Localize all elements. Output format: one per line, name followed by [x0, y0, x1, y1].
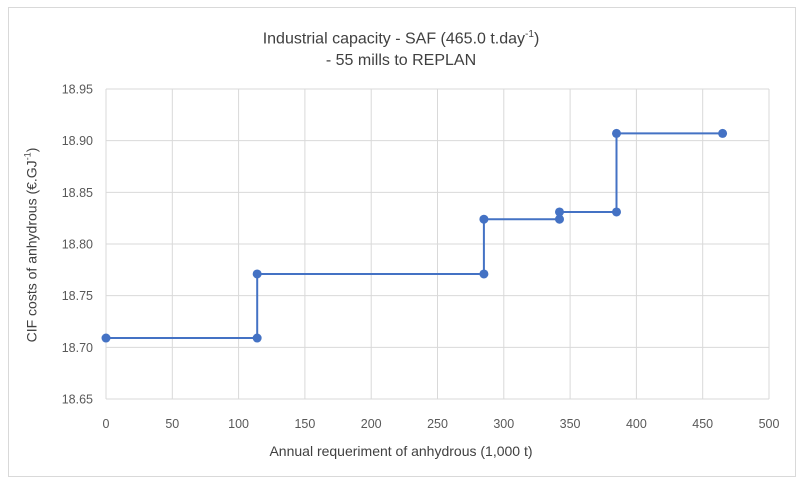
horizontal-gridlines [106, 88, 769, 400]
chart-title: Industrial capacity - SAF (465.0 t.day-1… [0, 24, 802, 72]
x-tick-label: 500 [759, 417, 780, 431]
y-tick-label: 18.70 [62, 341, 93, 355]
x-tick-label: 200 [361, 417, 382, 431]
x-axis-label: Annual requeriment of anhydrous (1,000 t… [269, 443, 533, 459]
series-line [106, 132, 723, 339]
x-tick-label: 350 [560, 417, 581, 431]
x-tick-label: 400 [626, 417, 647, 431]
data-point [612, 207, 622, 217]
data-point [718, 128, 728, 138]
y-tick-label: 18.85 [62, 186, 93, 200]
y-tick-label: 18.80 [62, 238, 93, 252]
x-tick-label: 50 [165, 417, 179, 431]
x-tick-label: 250 [427, 417, 448, 431]
data-point [252, 333, 262, 343]
data-point [554, 207, 564, 217]
y-tick-labels: 18.65 18.70 18.75 18.80 18.85 18.90 18.95 [62, 83, 93, 407]
series-group [101, 128, 728, 343]
y-tick-label: 18.95 [62, 83, 93, 97]
data-point [252, 269, 262, 279]
x-tick-label: 100 [228, 417, 249, 431]
data-point [479, 269, 489, 279]
data-point [612, 128, 622, 138]
x-tick-label: 450 [692, 417, 713, 431]
x-tick-label: 300 [493, 417, 514, 431]
data-point [479, 214, 489, 224]
x-tick-labels: 0 50 100 150 200 250 300 350 400 450 500 [103, 417, 780, 431]
chart-title-line-1: Industrial capacity - SAF (465.0 t.day-1… [262, 29, 540, 48]
y-tick-label: 18.65 [62, 393, 93, 407]
data-point [101, 333, 111, 343]
chart-title-line-2: - 55 mills to REPLAN [325, 52, 477, 70]
data-point [554, 214, 564, 224]
x-tick-label: 150 [294, 417, 315, 431]
y-tick-label: 18.75 [62, 289, 93, 303]
y-tick-label: 18.90 [62, 134, 93, 148]
x-tick-label: 0 [103, 417, 110, 431]
